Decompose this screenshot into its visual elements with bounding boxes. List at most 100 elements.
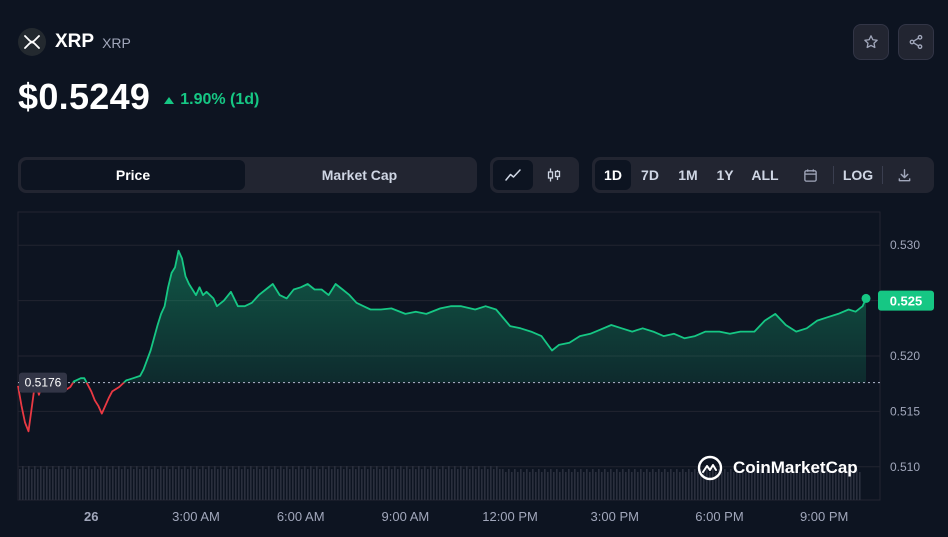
volume-bar: [550, 469, 552, 500]
volume-bar: [571, 472, 573, 500]
range-all[interactable]: ALL: [751, 167, 779, 183]
y-tick-label: 0.515: [890, 404, 920, 418]
volume-bar: [196, 466, 198, 500]
volume-bar: [193, 469, 195, 500]
volume-bar: [154, 466, 156, 500]
volume-bar: [637, 472, 639, 500]
volume-bar: [22, 466, 24, 500]
volume-bar: [355, 469, 357, 500]
watermark-text: CoinMarketCap: [733, 458, 858, 477]
volume-bar: [709, 472, 711, 500]
volume-bar: [220, 466, 222, 500]
volume-bar: [172, 466, 174, 500]
volume-bar: [610, 469, 612, 500]
coin-header: XRP XRP: [18, 28, 131, 56]
volume-bar: [265, 469, 267, 500]
volume-bar: [751, 472, 753, 500]
volume-bar: [259, 469, 261, 500]
candlestick-icon: [547, 168, 561, 182]
range-1d[interactable]: 1D: [595, 160, 631, 190]
volume-bar: [481, 469, 483, 500]
volume-bar: [34, 466, 36, 500]
volume-bar: [604, 469, 606, 500]
volume-bar: [640, 469, 642, 500]
volume-bar: [28, 466, 30, 500]
volume-bar: [217, 469, 219, 500]
volume-bar: [790, 469, 792, 500]
volume-bar: [619, 472, 621, 500]
volume-bar: [280, 466, 282, 500]
volume-bar: [529, 472, 531, 500]
volume-bar: [181, 469, 183, 500]
volume-bar: [97, 469, 99, 500]
volume-bar: [310, 466, 312, 500]
coin-symbol: XRP: [102, 35, 131, 51]
download-button[interactable]: [883, 160, 925, 190]
current-price: $0.5249: [18, 76, 151, 117]
volume-bar: [19, 469, 21, 500]
volume-bar: [646, 469, 648, 500]
line-chart-button[interactable]: [493, 160, 533, 190]
volume-bar: [307, 469, 309, 500]
volume-bar: [628, 469, 630, 500]
volume-bar: [730, 469, 732, 500]
volume-bar: [373, 469, 375, 500]
volume-bar: [157, 469, 159, 500]
volume-bar: [349, 469, 351, 500]
volume-bar: [61, 469, 63, 500]
volume-bar: [700, 469, 702, 500]
watchlist-button[interactable]: [853, 24, 889, 60]
volume-bar: [760, 469, 762, 500]
volume-bar: [706, 469, 708, 500]
market-cap-tab[interactable]: Market Cap: [321, 167, 398, 183]
price-chart[interactable]: 0.530 0.525 0.520 0.515 0.510 26 3:00 AM 6:00 …: [0, 205, 948, 537]
share-icon: [909, 34, 923, 50]
volume-bar: [601, 472, 603, 500]
volume-bar: [298, 466, 300, 500]
volume-bar: [724, 469, 726, 500]
volume-bar: [391, 469, 393, 500]
volume-bar: [175, 469, 177, 500]
volume-bar: [631, 472, 633, 500]
x-tick-label: 3:00 PM: [591, 509, 639, 524]
volume-bar: [535, 472, 537, 500]
price-row: $0.5249 1.90% (1d): [18, 76, 259, 118]
volume-bar: [721, 472, 723, 500]
time-range-toggle: 1D 7D 1M 1Y ALL LOG: [592, 157, 934, 193]
volume-bar: [115, 469, 117, 500]
range-7d[interactable]: 7D: [641, 167, 659, 183]
volume-bar: [463, 469, 465, 500]
volume-bar: [85, 469, 87, 500]
volume-bar: [742, 469, 744, 500]
volume-bar: [547, 472, 549, 500]
volume-bar: [667, 472, 669, 500]
price-tab[interactable]: Price: [21, 160, 245, 190]
range-1y[interactable]: 1Y: [716, 167, 734, 183]
volume-bar: [337, 469, 339, 500]
range-1m[interactable]: 1M: [678, 167, 698, 183]
volume-bar: [589, 472, 591, 500]
current-price-dot: [861, 293, 871, 303]
volume-bar: [844, 469, 846, 500]
volume-bar: [322, 466, 324, 500]
calendar-button[interactable]: [787, 160, 833, 190]
volume-bar: [352, 466, 354, 500]
volume-bar: [778, 469, 780, 500]
x-tick-label: 9:00 PM: [800, 509, 848, 524]
volume-bar: [745, 472, 747, 500]
volume-bar: [847, 472, 849, 500]
candlestick-button[interactable]: [533, 160, 575, 190]
share-button[interactable]: [898, 24, 934, 60]
volume-bar: [403, 469, 405, 500]
volume-bar: [670, 469, 672, 500]
volume-bar: [544, 469, 546, 500]
x-tick-label: 3:00 AM: [172, 509, 220, 524]
coinmarketcap-logo-icon: [697, 455, 723, 481]
volume-bar: [127, 469, 129, 500]
volume-bar: [313, 469, 315, 500]
volume-bar: [370, 466, 372, 500]
volume-bar: [655, 472, 657, 500]
log-scale-button[interactable]: LOG: [842, 167, 874, 183]
volume-bar: [454, 466, 456, 500]
volume-bar: [559, 472, 561, 500]
